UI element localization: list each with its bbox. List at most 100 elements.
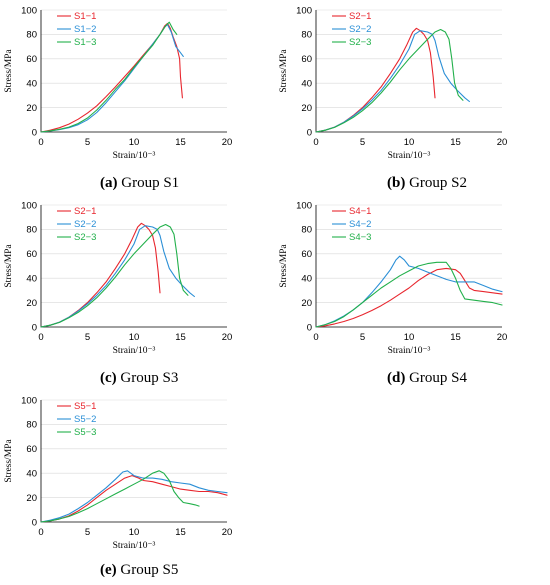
series-line-1: [40, 222, 161, 328]
x-tick-label-0: 0: [313, 137, 318, 148]
y-tick-label-0: 0: [32, 127, 37, 138]
y-tick-label-3: 60: [26, 54, 37, 65]
y-axis-title: Stress/MPa: [4, 439, 14, 483]
caption-a: (a) Group S1: [100, 175, 179, 192]
y-tick-label-0: 0: [32, 517, 37, 528]
chart-b: 0 20 40 60 80 100 0 5 10 15 20 Strain/10⁻³ Stress/MP…: [279, 5, 508, 161]
x-axis-title: Strain/10⁻³: [388, 346, 431, 356]
x-tick-label-1: 5: [360, 332, 365, 343]
y-tick-label-2: 40: [301, 79, 312, 90]
y-tick-label-1: 20: [26, 103, 37, 114]
y-tick-label-4: 80: [26, 225, 37, 236]
y-tick-label-3: 60: [301, 249, 312, 260]
x-tick-label-1: 5: [85, 527, 90, 538]
series-line-1: [315, 267, 503, 328]
y-tick-label-5: 100: [21, 5, 37, 16]
y-axis-title: Stress/MPa: [4, 49, 14, 93]
y-axis-title: Stress/MPa: [4, 244, 14, 288]
caption-letter-d: (d): [387, 370, 406, 386]
legend-label-1: S1−1: [74, 11, 96, 22]
x-tick-label-4: 20: [222, 137, 233, 148]
x-tick-label-4: 20: [497, 137, 508, 148]
legend-label-1: S4−1: [349, 206, 371, 217]
legend-label-2: S2−2: [349, 24, 371, 35]
x-tick-label-0: 0: [38, 332, 43, 343]
x-tick-label-1: 5: [85, 137, 90, 148]
y-tick-label-4: 80: [301, 225, 312, 236]
caption-b: (b) Group S2: [387, 175, 467, 192]
legend-label-2: S5−2: [74, 414, 96, 425]
series-line-2: [40, 24, 184, 133]
caption-text-c: Group S3: [116, 370, 179, 386]
legend-label-3: S4−3: [349, 232, 371, 243]
y-tick-label-2: 40: [301, 274, 312, 285]
y-tick-label-4: 80: [26, 420, 37, 431]
caption-letter-a: (a): [100, 175, 118, 191]
x-tick-label-3: 15: [450, 332, 461, 343]
x-axis-title: Strain/10⁻³: [113, 346, 156, 356]
caption-text-e: Group S5: [116, 562, 179, 578]
caption-letter-b: (b): [387, 175, 406, 191]
chart-e: 0 20 40 60 80 100 0 5 10 15 20 Strain/10⁻³ Stress/MP…: [4, 395, 232, 551]
series-line-3: [315, 261, 503, 328]
y-tick-label-2: 40: [26, 79, 37, 90]
y-tick-label-5: 100: [296, 5, 312, 16]
series-line-1: [40, 475, 228, 523]
chart-panel-d: 0 20 40 60 80 100 0 5 10 15 20 Strain/10⁻³ Stress/MP…: [275, 195, 550, 370]
y-tick-label-4: 80: [301, 30, 312, 41]
y-tick-label-2: 40: [26, 469, 37, 480]
x-axis-title: Strain/10⁻³: [388, 151, 431, 161]
series-line-3: [315, 28, 464, 133]
x-tick-label-3: 15: [450, 137, 461, 148]
y-tick-label-3: 60: [301, 54, 312, 65]
series-line-1: [40, 22, 183, 133]
series-line-3: [40, 223, 189, 328]
caption-text-a: Group S1: [117, 175, 180, 191]
y-tick-label-1: 20: [26, 493, 37, 504]
legend-label-1: S2−1: [74, 206, 96, 217]
chart-c: 0 20 40 60 80 100 0 5 10 15 20 Strain/10⁻³ Stress/MP…: [4, 200, 233, 356]
series-line-2: [40, 225, 195, 328]
caption-d: (d) Group S4: [387, 370, 467, 387]
series-line-3: [40, 21, 178, 133]
y-axis-title: Stress/MPa: [279, 49, 289, 93]
x-tick-label-0: 0: [38, 527, 43, 538]
legend-label-1: S5−1: [74, 401, 96, 412]
chart-panel-c: 0 20 40 60 80 100 0 5 10 15 20 Strain/10⁻³ Stress/MP…: [0, 195, 275, 370]
y-tick-label-3: 60: [26, 249, 37, 260]
x-tick-label-3: 15: [175, 332, 186, 343]
series-line-2: [315, 30, 470, 133]
y-tick-label-0: 0: [307, 322, 312, 333]
y-axis-title: Stress/MPa: [279, 244, 289, 288]
legend-label-3: S2−3: [74, 232, 96, 243]
caption-text-b: Group S2: [405, 175, 468, 191]
legend-label-3: S1−3: [74, 37, 96, 48]
caption-text-d: Group S4: [405, 370, 468, 386]
chart-panel-b: 0 20 40 60 80 100 0 5 10 15 20 Strain/10⁻³ Stress/MP…: [275, 0, 550, 175]
x-tick-label-0: 0: [38, 137, 43, 148]
legend-label-2: S4−2: [349, 219, 371, 230]
x-tick-label-2: 10: [129, 332, 140, 343]
x-tick-label-0: 0: [313, 332, 318, 343]
y-tick-label-1: 20: [26, 298, 37, 309]
x-axis-title: Strain/10⁻³: [113, 151, 156, 161]
legend-label-2: S1−2: [74, 24, 96, 35]
x-tick-label-1: 5: [85, 332, 90, 343]
x-tick-label-4: 20: [222, 332, 233, 343]
x-tick-label-3: 15: [175, 137, 186, 148]
x-tick-label-2: 10: [404, 332, 415, 343]
legend-label-1: S2−1: [349, 11, 371, 22]
y-tick-label-5: 100: [21, 200, 37, 211]
x-tick-label-2: 10: [129, 137, 140, 148]
y-tick-label-1: 20: [301, 103, 312, 114]
chart-panel-e: 0 20 40 60 80 100 0 5 10 15 20 Strain/10⁻³ Stress/MP…: [0, 390, 275, 565]
y-tick-label-0: 0: [32, 322, 37, 333]
y-tick-label-5: 100: [21, 395, 37, 406]
series-line-2: [40, 470, 228, 523]
x-tick-label-3: 15: [175, 527, 186, 538]
y-tick-label-0: 0: [307, 127, 312, 138]
x-tick-label-2: 10: [129, 527, 140, 538]
y-tick-label-4: 80: [26, 30, 37, 41]
caption-e: (e) Group S5: [100, 562, 178, 579]
chart-d: 0 20 40 60 80 100 0 5 10 15 20 Strain/10⁻³ Stress/MP…: [279, 200, 507, 356]
